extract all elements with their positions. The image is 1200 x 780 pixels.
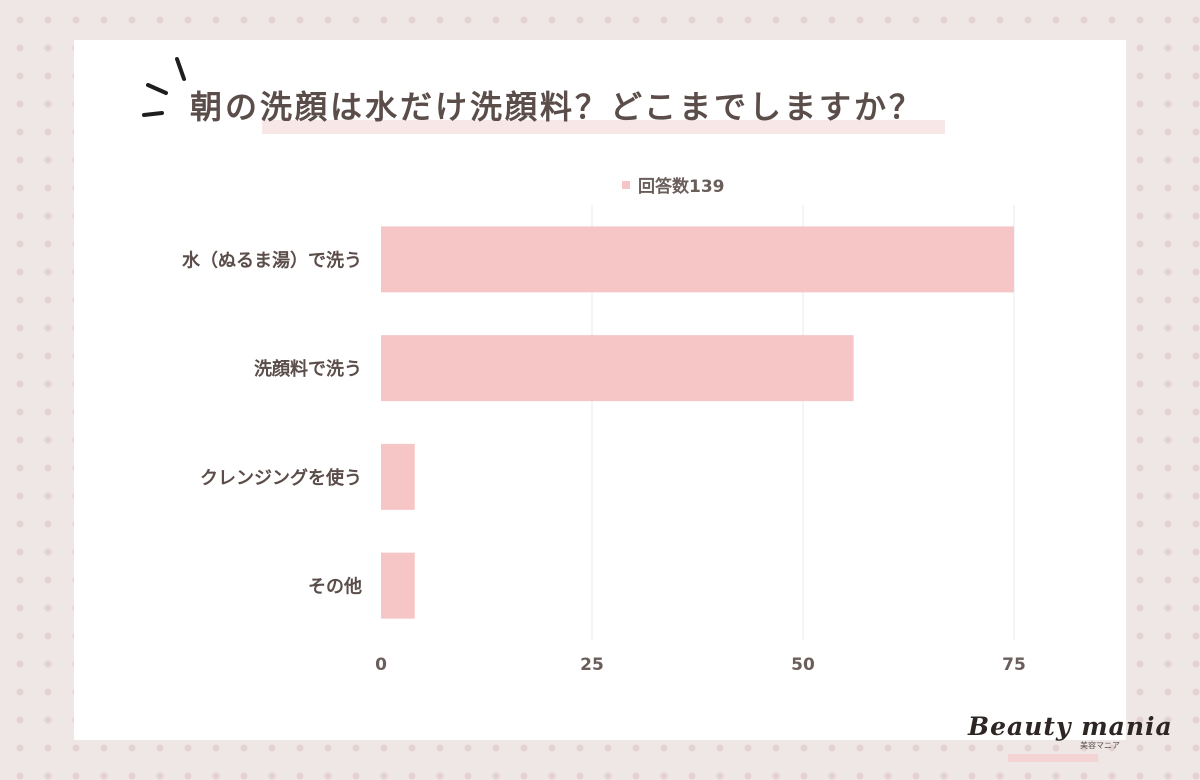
- category-label: その他: [308, 576, 362, 598]
- bar: [381, 335, 854, 402]
- legend-label: 回答数139: [638, 177, 725, 197]
- brand-logo: Beauty mania 美容マニア: [968, 712, 1172, 767]
- category-label: クレンジングを使う: [200, 467, 362, 489]
- logo-underline: [1008, 754, 1098, 762]
- bar: [381, 226, 1014, 293]
- title-highlight: [262, 120, 945, 134]
- x-tick-label: 75: [1002, 655, 1026, 675]
- logo-text: Beauty mania: [968, 712, 1173, 741]
- category-label: 洗顔料で洗う: [254, 358, 362, 380]
- legend-swatch: [622, 180, 630, 189]
- bars: [381, 226, 1014, 619]
- x-tick-labels: 0 25 50 75: [375, 655, 1026, 675]
- x-tick-label: 25: [580, 655, 604, 675]
- accent-mark-icon: [142, 57, 186, 117]
- bar: [381, 552, 415, 619]
- x-tick-label: 50: [791, 655, 815, 675]
- logo-subtext: 美容マニア: [1080, 741, 1120, 750]
- category-label: 水（ぬるま湯）で洗う: [182, 249, 362, 271]
- bar: [381, 443, 415, 510]
- chart-title: 朝の洗顔は水だけ洗顔料？どこまでしますか？: [190, 88, 925, 126]
- x-tick-label: 0: [375, 655, 387, 675]
- legend: 回答数139: [622, 172, 725, 197]
